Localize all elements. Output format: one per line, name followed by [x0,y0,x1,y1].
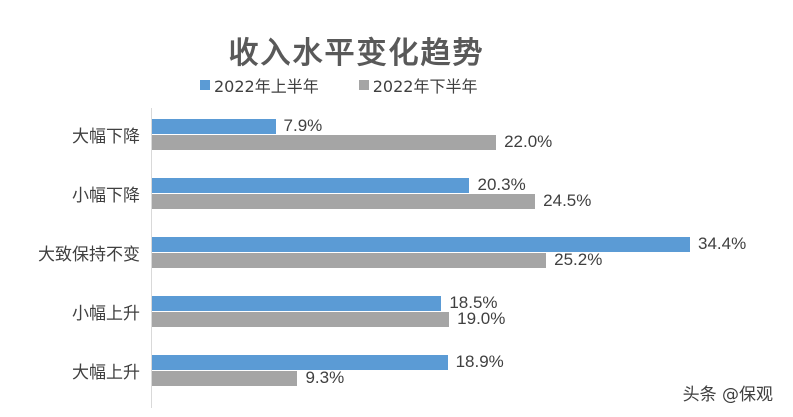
category-label: 大幅下降 [72,127,140,147]
bar-h2 [152,194,536,209]
data-label: 22.0% [504,132,553,151]
legend-label-h2: 2022年下半年 [372,77,478,96]
category-label: 大致保持不变 [38,245,140,265]
data-label: 18.5% [449,293,498,312]
data-label: 9.3% [305,368,345,387]
category-label: 大幅上升 [72,363,140,383]
data-label: 24.5% [543,191,592,210]
category-label: 小幅下降 [72,186,140,206]
data-label: 25.2% [554,250,603,269]
legend-item-h2: 2022年下半年 [358,73,478,97]
data-label: 7.9% [283,116,323,135]
watermark: 头条 @保观 [682,385,773,405]
category-label: 小幅上升 [72,304,140,324]
data-label: 18.9% [455,352,504,371]
legend-item-h1: 2022年上半年 [200,73,319,97]
bar-h1 [152,237,691,252]
bar-h2 [152,135,497,150]
legend-label-h1: 2022年上半年 [214,77,319,96]
chart-title-text: 收入水平变化趋势 [228,36,485,71]
bar-h2 [152,371,298,386]
bar-h2 [152,312,450,327]
bar-h1 [152,355,448,370]
y-axis-line [151,108,152,408]
legend-swatch-gray [358,80,369,90]
bar-h2 [152,253,547,268]
bar-h1 [152,119,276,134]
bar-h1 [152,296,442,311]
data-label: 20.3% [477,175,526,194]
data-label: 34.4% [698,234,747,253]
data-label: 19.0% [457,309,506,328]
chart-title: 收入水平变化趋势 [0,28,793,72]
bar-h1 [152,178,470,193]
legend: 2022年上半年 2022年下半年 [200,73,477,97]
legend-swatch-blue [200,80,210,90]
